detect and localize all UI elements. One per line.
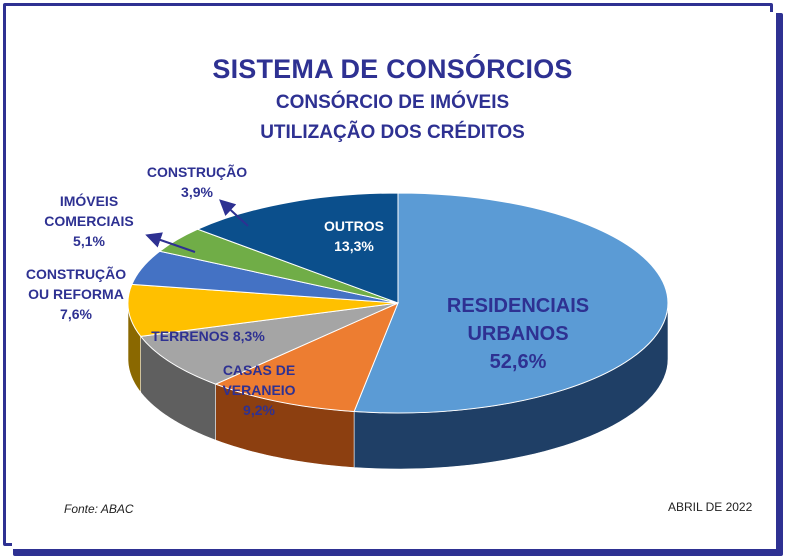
- slice-label-imoveis-comerciais: IMÓVEIS COMERCIAIS 5,1%: [44, 192, 133, 249]
- slice-label-line: URBANOS: [467, 323, 568, 345]
- slice-label-line: VERANEIO: [222, 382, 295, 398]
- chart-subtitle-2: UTILIZAÇÃO DOS CRÉDITOS: [260, 122, 525, 143]
- slice-label-line: OU REFORMA: [28, 286, 124, 302]
- source-note: Fonte: ABAC: [64, 502, 134, 516]
- slice-label-line: 7,6%: [60, 306, 92, 322]
- pie-slice-construcao-ou-reforma: [127, 283, 399, 337]
- slice-label-line: 52,6%: [490, 351, 547, 373]
- slice-label-terrenos: TERRENOS 8,3%: [151, 328, 265, 344]
- pie-slice-casas-de-veraneio: [214, 302, 399, 413]
- slice-label-line: OUTROS: [324, 218, 384, 234]
- slice-label-outros: OUTROS 13,3%: [324, 218, 384, 254]
- pie-slice-outros: [196, 192, 399, 304]
- slice-label-construcao-ou-reforma: CONSTRUÇÃO OU REFORMA 7,6%: [26, 265, 126, 322]
- chart-title: SISTEMA DE CONSÓRCIOS: [212, 54, 573, 84]
- slice-label-line: 3,9%: [181, 184, 213, 200]
- slice-label-line: CONSTRUÇÃO: [26, 265, 126, 282]
- pie-slice-terrenos: [139, 302, 399, 385]
- slice-label-line: 9,2%: [243, 402, 275, 418]
- slice-label-construcao: CONSTRUÇÃO 3,9%: [147, 163, 247, 200]
- slice-label-line: 5,1%: [73, 233, 105, 249]
- slice-label-line: RESIDENCIAIS: [447, 295, 589, 317]
- slice-label-line: TERRENOS 8,3%: [151, 328, 265, 344]
- slice-label-residenciais-urbanos: RESIDENCIAIS URBANOS 52,6%: [447, 295, 589, 373]
- pie-slice-residenciais-urbanos: [353, 192, 669, 414]
- slice-label-line: 13,3%: [334, 238, 374, 254]
- arrow-imoveis-comerciais: [145, 232, 196, 253]
- slice-label-casas-de-veraneio: CASAS DE VERANEIO 9,2%: [222, 362, 295, 418]
- chart-subtitle-1: CONSÓRCIO DE IMÓVEIS: [275, 92, 510, 113]
- date-note: ABRIL DE 2022: [668, 500, 753, 514]
- arrow-construcao: [219, 199, 249, 227]
- slice-label-line: CASAS DE: [223, 362, 295, 378]
- slice-label-line: IMÓVEIS: [60, 192, 118, 209]
- slice-label-line: COMERCIAIS: [44, 213, 133, 229]
- slice-label-line: CONSTRUÇÃO: [147, 163, 247, 180]
